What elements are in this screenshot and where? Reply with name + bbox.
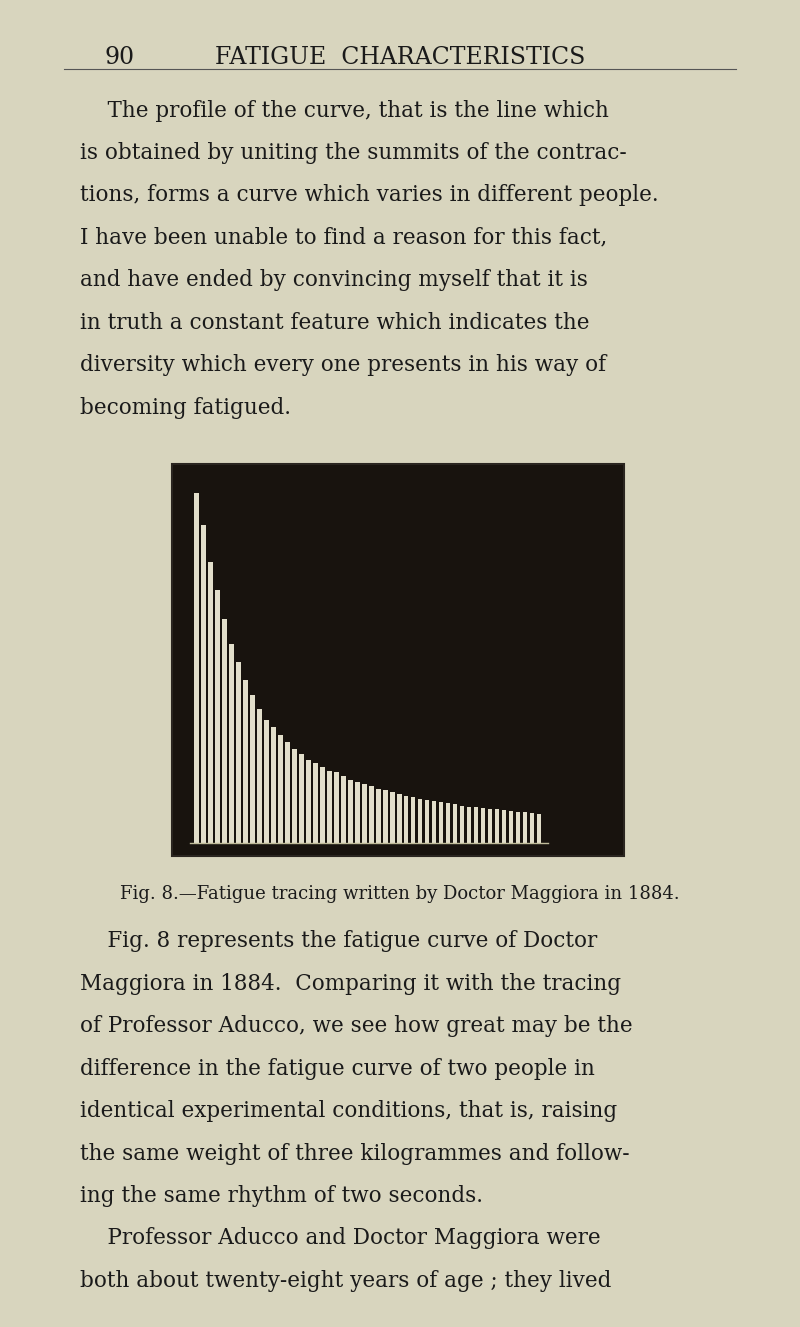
Text: Maggiora in 1884.  Comparing it with the tracing: Maggiora in 1884. Comparing it with the …: [80, 973, 621, 995]
Bar: [278, 735, 282, 843]
Bar: [327, 771, 331, 843]
Text: is obtained by uniting the summits of the contrac-: is obtained by uniting the summits of th…: [80, 142, 626, 165]
Bar: [516, 812, 520, 843]
Bar: [348, 779, 353, 843]
Bar: [509, 811, 514, 843]
Bar: [299, 754, 304, 843]
Bar: [376, 788, 381, 843]
Text: Fig. 8.—Fatigue tracing written by Doctor Maggiora in 1884.: Fig. 8.—Fatigue tracing written by Docto…: [120, 885, 680, 904]
Text: identical experimental conditions, that is, raising: identical experimental conditions, that …: [80, 1100, 618, 1123]
Bar: [194, 494, 198, 843]
Bar: [425, 800, 430, 843]
Bar: [502, 811, 506, 843]
Bar: [258, 710, 262, 843]
Bar: [243, 681, 248, 843]
Bar: [334, 772, 338, 843]
Bar: [292, 748, 297, 843]
Bar: [306, 760, 310, 843]
Bar: [439, 803, 443, 843]
Bar: [320, 767, 325, 843]
Bar: [286, 742, 290, 843]
Bar: [230, 645, 234, 843]
Bar: [250, 695, 254, 843]
Bar: [495, 809, 499, 843]
Text: I have been unable to find a reason for this fact,: I have been unable to find a reason for …: [80, 227, 607, 249]
Bar: [488, 808, 492, 843]
Text: of Professor Aducco, we see how great may be the: of Professor Aducco, we see how great ma…: [80, 1015, 633, 1038]
Bar: [404, 796, 409, 843]
Text: the same weight of three kilogrammes and follow-: the same weight of three kilogrammes and…: [80, 1143, 630, 1165]
Bar: [370, 787, 374, 843]
Bar: [523, 812, 527, 843]
Bar: [432, 802, 437, 843]
Bar: [446, 803, 450, 843]
Text: diversity which every one presents in his way of: diversity which every one presents in hi…: [80, 354, 606, 377]
Bar: [355, 782, 359, 843]
Bar: [208, 561, 213, 843]
Text: Professor Aducco and Doctor Maggiora were: Professor Aducco and Doctor Maggiora wer…: [80, 1227, 601, 1250]
Bar: [467, 807, 471, 843]
Text: Fig. 8 represents the fatigue curve of Doctor: Fig. 8 represents the fatigue curve of D…: [80, 930, 598, 953]
Bar: [342, 776, 346, 843]
Text: both about twenty-eight years of age ; they lived: both about twenty-eight years of age ; t…: [80, 1270, 611, 1292]
Bar: [418, 799, 422, 843]
Bar: [362, 784, 366, 843]
Bar: [314, 763, 318, 843]
Bar: [537, 813, 542, 843]
Bar: [411, 798, 415, 843]
Text: difference in the fatigue curve of two people in: difference in the fatigue curve of two p…: [80, 1058, 595, 1080]
Text: 90: 90: [104, 46, 134, 69]
Bar: [397, 794, 402, 843]
Bar: [383, 791, 387, 843]
Bar: [474, 807, 478, 843]
Bar: [390, 792, 394, 843]
Text: becoming fatigued.: becoming fatigued.: [80, 397, 291, 419]
Bar: [236, 662, 241, 843]
Text: The profile of the curve, that is the line which: The profile of the curve, that is the li…: [80, 100, 609, 122]
Bar: [172, 464, 624, 856]
Text: in truth a constant feature which indicates the: in truth a constant feature which indica…: [80, 312, 590, 334]
Bar: [215, 591, 220, 843]
Bar: [271, 727, 276, 843]
Bar: [222, 620, 226, 843]
Text: FATIGUE  CHARACTERISTICS: FATIGUE CHARACTERISTICS: [215, 46, 585, 69]
Text: tions, forms a curve which varies in different people.: tions, forms a curve which varies in dif…: [80, 184, 658, 207]
Bar: [453, 804, 458, 843]
Bar: [530, 813, 534, 843]
Text: ing the same rhythm of two seconds.: ing the same rhythm of two seconds.: [80, 1185, 483, 1208]
Bar: [202, 525, 206, 843]
Bar: [264, 721, 269, 843]
Bar: [481, 808, 486, 843]
Text: and have ended by convincing myself that it is: and have ended by convincing myself that…: [80, 269, 588, 292]
Bar: [460, 805, 465, 843]
